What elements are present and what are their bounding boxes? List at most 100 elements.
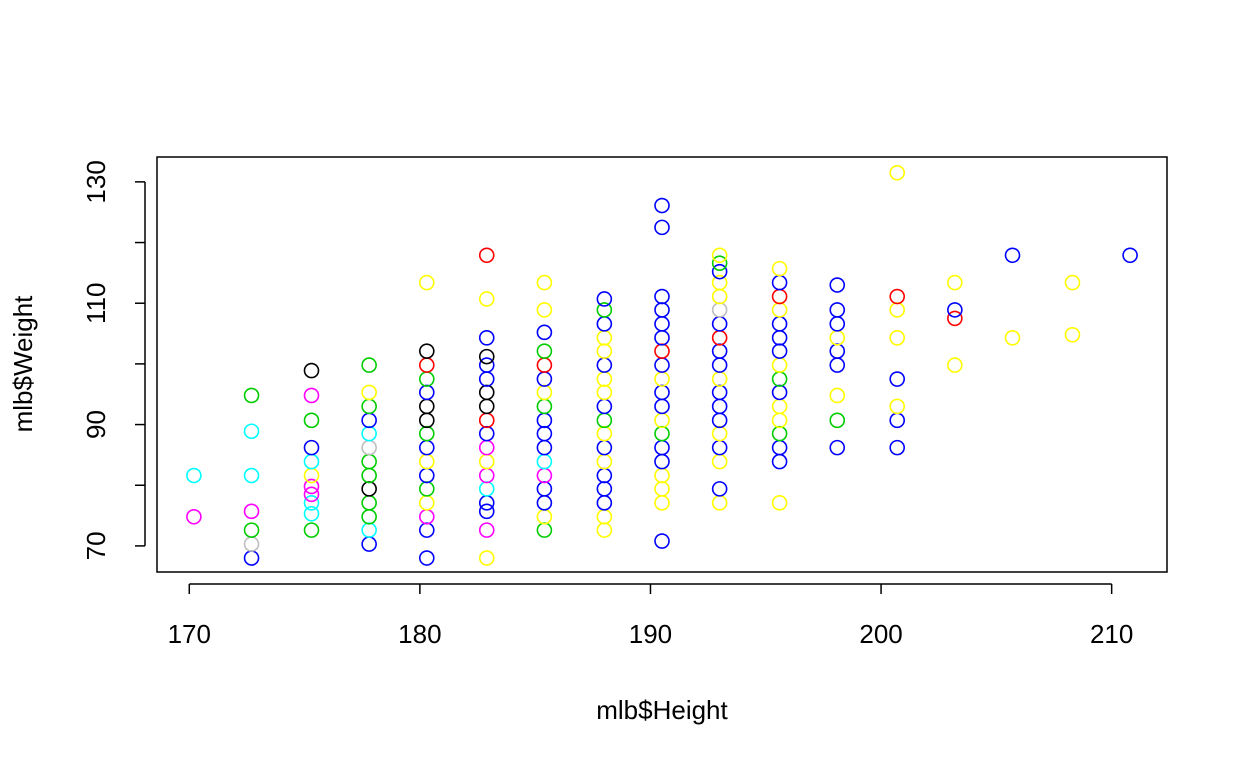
data-point: [654, 371, 670, 387]
data-point: [711, 425, 728, 442]
data-point: [478, 384, 495, 401]
data-point: [889, 164, 906, 181]
data-point: [711, 384, 728, 401]
data-point: [771, 274, 788, 291]
y-tick-label: 130: [81, 160, 111, 203]
data-point: [243, 522, 260, 538]
data-point: [536, 398, 553, 415]
data-point: [829, 387, 846, 404]
data-point: [711, 343, 728, 359]
data-point: [361, 357, 377, 373]
data-point: [771, 357, 788, 373]
data-point: [418, 371, 435, 387]
data-point: [303, 478, 320, 495]
data-point: [361, 453, 377, 470]
data-point: [596, 481, 613, 497]
data-point: [654, 425, 670, 442]
data-point: [243, 423, 260, 440]
data-point: [303, 387, 320, 404]
data-point: [771, 495, 788, 511]
y-tick-label: 110: [81, 282, 111, 323]
data-point: [303, 439, 320, 456]
data-point: [303, 486, 320, 503]
data-point: [478, 348, 495, 365]
data-point: [596, 425, 613, 442]
data-point: [536, 439, 553, 456]
data-point: [889, 302, 906, 318]
data-point: [418, 508, 435, 525]
data-point: [536, 343, 553, 359]
x-tick-label: 180: [398, 619, 441, 649]
data-point: [711, 247, 728, 264]
data-point: [654, 533, 670, 549]
data-point: [654, 288, 670, 305]
data-point: [186, 508, 202, 525]
data-point: [596, 371, 613, 387]
data-point: [596, 398, 613, 415]
data-point: [829, 439, 846, 456]
data-point: [711, 481, 728, 497]
plot-box: [156, 156, 1168, 573]
data-point: [418, 425, 435, 442]
data-point: [186, 467, 202, 484]
data-point: [889, 398, 906, 415]
data-point: [829, 412, 846, 429]
data-point: [1004, 247, 1021, 264]
data-point: [418, 398, 435, 415]
data-point: [771, 425, 788, 442]
data-point: [536, 371, 553, 387]
data-point: [654, 439, 670, 456]
data-point: [596, 467, 613, 484]
data-point: [361, 481, 377, 497]
data-point: [829, 330, 846, 346]
data-point: [829, 277, 846, 293]
x-axis-title: mlb$Height: [596, 695, 728, 725]
data-point: [889, 330, 906, 346]
data-point: [361, 412, 377, 429]
data-point: [596, 330, 613, 346]
data-point: [711, 316, 728, 332]
data-point: [361, 425, 377, 442]
x-tick-label: 170: [168, 619, 211, 649]
data-point: [418, 274, 435, 291]
data-point: [654, 343, 670, 359]
data-point: [596, 508, 613, 525]
data-point: [536, 384, 553, 401]
data-point: [418, 439, 435, 456]
data-point: [771, 260, 788, 277]
data-point: [536, 324, 553, 341]
data-point: [829, 343, 846, 359]
data-point: [711, 439, 728, 456]
data-point: [478, 330, 495, 346]
data-point: [654, 495, 670, 511]
data-point: [418, 495, 435, 511]
data-point: [829, 316, 846, 332]
data-point: [243, 536, 260, 552]
data-point: [947, 357, 963, 373]
data-point: [303, 522, 320, 538]
x-axis: 170 180 190 200 210: [168, 583, 1133, 649]
data-point: [771, 302, 788, 318]
data-point: [711, 255, 728, 271]
data-point: [303, 362, 320, 379]
data-point: [418, 467, 435, 484]
y-axis-title: mlb$Weight: [8, 295, 38, 433]
data-point: [889, 371, 906, 387]
data-point: [361, 508, 377, 525]
data-point: [303, 495, 320, 511]
data-point: [711, 263, 728, 280]
data-point: [478, 522, 495, 538]
data-point: [243, 503, 260, 520]
data-point: [1122, 247, 1138, 264]
data-points: [186, 164, 1138, 566]
data-point: [771, 343, 788, 359]
data-point: [654, 467, 670, 484]
data-point: [654, 453, 670, 470]
data-point: [654, 384, 670, 401]
data-point: [478, 550, 495, 566]
data-point: [418, 412, 435, 429]
data-point: [771, 330, 788, 346]
data-point: [478, 503, 495, 520]
